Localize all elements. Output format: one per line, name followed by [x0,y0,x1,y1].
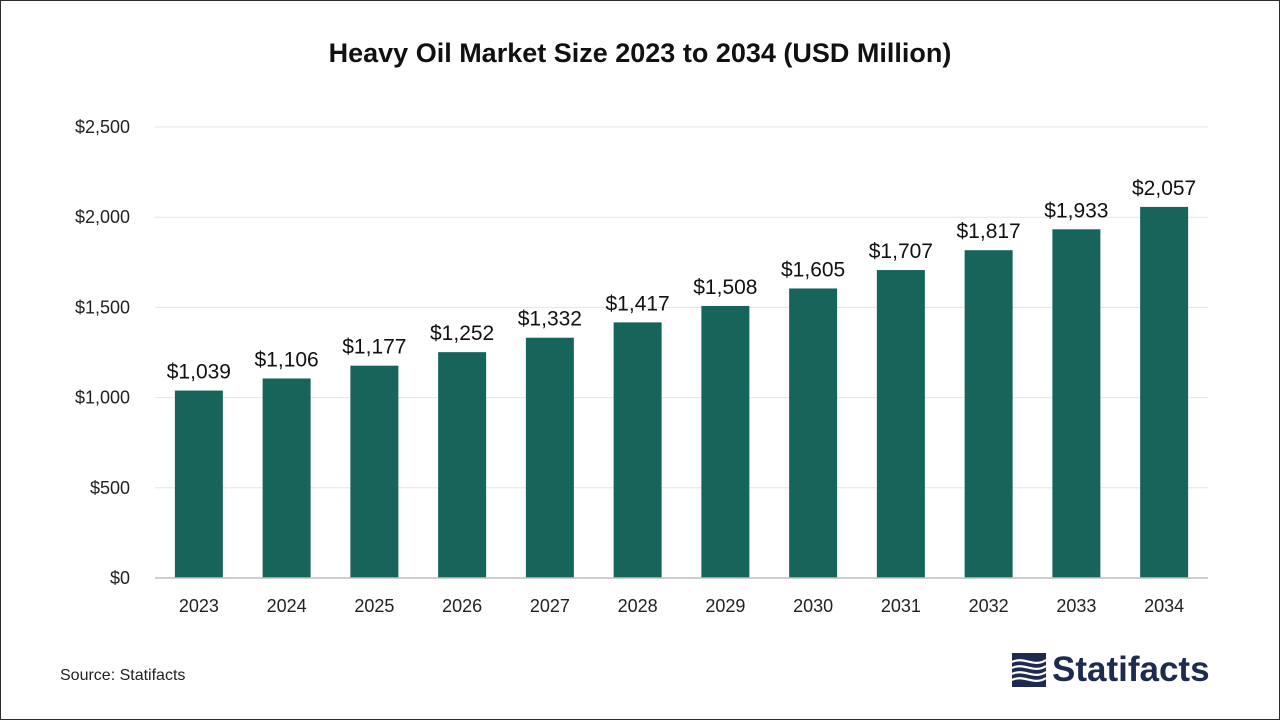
bar [789,288,838,578]
bar [613,322,662,578]
data-label: $1,252 [430,322,494,345]
data-label: $1,039 [167,361,231,384]
statifacts-logo: Statifacts [1012,650,1210,690]
y-tick-label: $500 [90,478,130,498]
x-tick-label: 2031 [881,596,921,616]
y-tick-label: $2,000 [75,207,130,227]
bar [701,305,750,578]
y-tick-label: $1,500 [75,297,130,317]
bar [262,378,311,578]
y-tick-label: $2,500 [75,117,130,137]
x-tick-label: 2032 [969,596,1009,616]
x-tick-label: 2034 [1144,596,1184,616]
data-label: $1,707 [869,240,933,263]
data-label: $1,605 [781,258,845,281]
bar [438,352,487,578]
data-label: $1,933 [1044,199,1108,222]
x-tick-label: 2025 [354,596,394,616]
logo-text: Statifacts [1052,650,1210,689]
data-label: $1,177 [342,336,406,359]
x-tick-label: 2023 [179,596,219,616]
x-tick-label: 2026 [442,596,482,616]
x-tick-label: 2033 [1056,596,1096,616]
data-label: $1,106 [255,348,319,371]
bar [1052,229,1101,578]
x-tick-label: 2030 [793,596,833,616]
bar [350,365,399,578]
source-note: Source: Statifacts [60,667,186,684]
data-label: $1,332 [518,308,582,331]
chart-title: Heavy Oil Market Size 2023 to 2034 (USD … [328,38,952,68]
statifacts-logo-icon [1012,653,1046,687]
data-label: $1,417 [606,292,670,315]
bar [525,337,574,578]
bar [174,390,223,578]
data-label: $2,057 [1132,177,1196,200]
data-label: $1,817 [957,220,1021,243]
x-tick-label: 2024 [267,596,307,616]
x-tick-label: 2028 [618,596,658,616]
bar [1140,206,1189,578]
bar [964,250,1013,578]
x-tick-label: 2027 [530,596,570,616]
y-tick-label: $1,000 [75,388,130,408]
bar [876,270,925,578]
x-tick-label: 2029 [705,596,745,616]
data-label: $1,508 [693,276,757,299]
y-tick-label: $0 [110,568,130,588]
